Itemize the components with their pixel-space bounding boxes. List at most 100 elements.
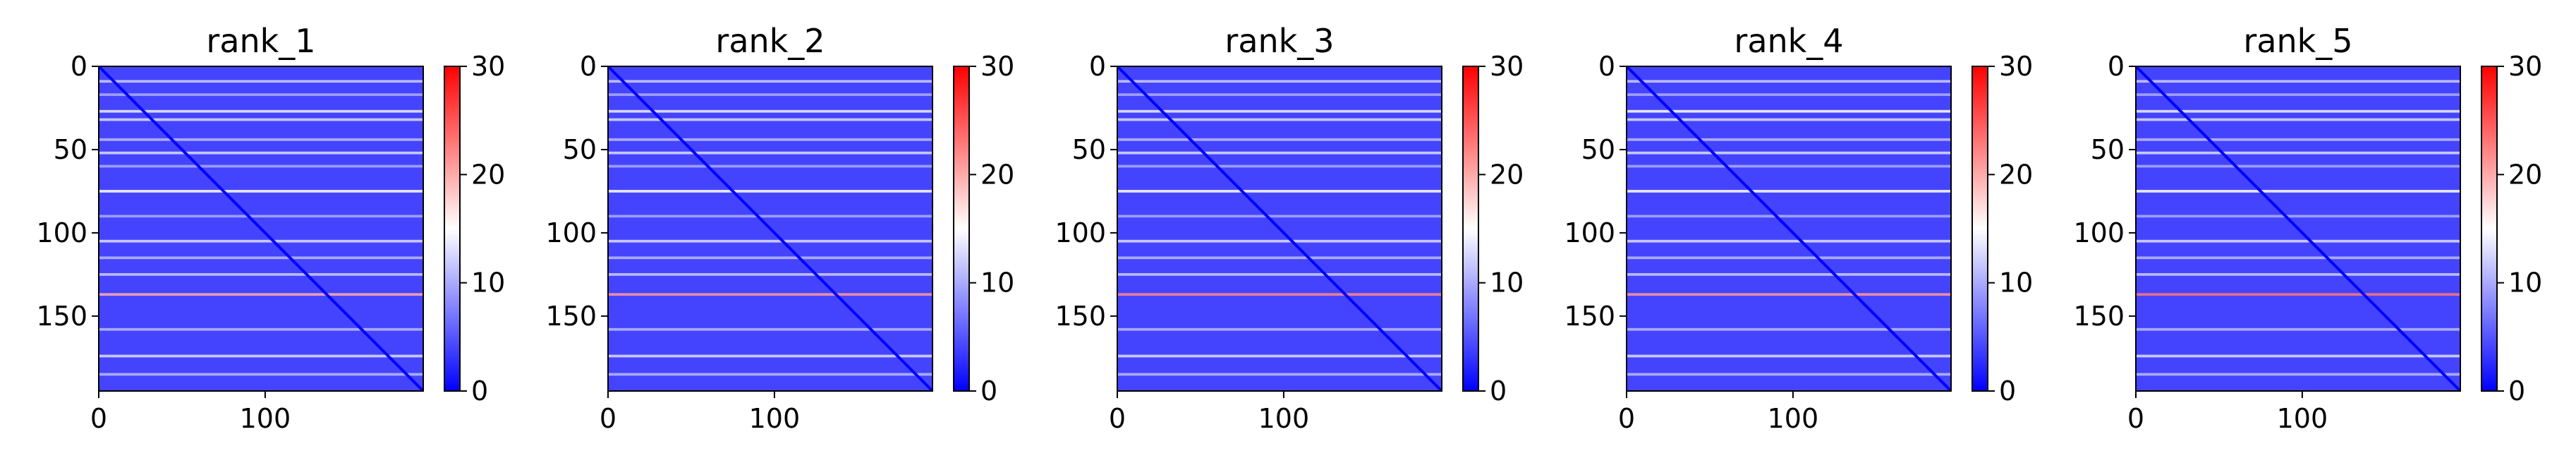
y-tick-label: 50 — [54, 134, 87, 165]
heatmap-row-band-6 — [1117, 151, 1442, 155]
heatmap-row-band-14 — [1117, 327, 1442, 331]
heatmap-row-band-2 — [1117, 93, 1442, 96]
x-tick-label: 100 — [1258, 403, 1310, 434]
heatmap-row-band-16 — [608, 373, 932, 376]
colorbar — [1972, 66, 1988, 392]
x-tick-label: 0 — [1618, 403, 1635, 434]
heatmap-row-band-7 — [1627, 164, 1951, 168]
heatmap-row-band-15 — [2136, 354, 2460, 358]
heatmap-cells — [1627, 66, 1951, 391]
axes-frame — [98, 66, 424, 392]
heatmap-row-band-5 — [2136, 138, 2460, 141]
heatmap-diagonal — [99, 66, 423, 391]
colorbar — [2481, 66, 2498, 392]
y-tick-label: 0 — [71, 51, 87, 82]
colorbar-tick-label: 10 — [471, 267, 505, 299]
colorbar-tick-label: 10 — [1490, 267, 1524, 299]
heatmap-row-band-13 — [608, 293, 932, 296]
heatmap-row-band-16 — [1117, 373, 1442, 376]
heatmap-row-band-11 — [1117, 256, 1442, 260]
heatmap-row-band-1 — [1627, 80, 1951, 83]
y-tick-label: 100 — [1055, 217, 1106, 248]
heatmap-row-band-12 — [2136, 272, 2460, 276]
heatmap-row-band-8 — [2136, 190, 2460, 193]
heatmap-row-band-14 — [608, 327, 932, 331]
heatmap-row-band-3 — [608, 109, 932, 113]
heatmap-row-band-9 — [2136, 215, 2460, 218]
colorbar-tick-label: 10 — [980, 267, 1014, 299]
colorbar-tick-label: 30 — [1490, 51, 1524, 82]
x-tick-label: 100 — [749, 403, 801, 434]
y-tick-label: 0 — [1089, 51, 1106, 82]
heatmap-row-band-10 — [99, 239, 423, 243]
heatmap-row-band-13 — [2136, 293, 2460, 296]
axes-frame — [1626, 66, 1952, 392]
heatmap-row-band-4 — [1117, 118, 1442, 121]
heatmap-cells — [99, 66, 423, 391]
y-tick-label: 0 — [1598, 51, 1615, 82]
heatmap-row-band-5 — [99, 138, 423, 141]
heatmap-row-band-1 — [2136, 80, 2460, 83]
colorbar-tick-label: 0 — [471, 375, 488, 407]
x-tick-label: 0 — [600, 403, 616, 434]
heatmap-row-band-11 — [2136, 256, 2460, 260]
heatmap-row-band-1 — [608, 80, 932, 83]
heatmap-row-band-11 — [99, 256, 423, 260]
colorbar-tick-label: 0 — [1999, 375, 2016, 407]
axes-frame — [607, 66, 933, 392]
colorbar-tick-label: 30 — [471, 51, 505, 82]
heatmap-cells — [2136, 66, 2460, 391]
heatmap-panel-5: rank_5 0 50 100 150 0 100 0 10 20 30 — [2073, 22, 2542, 434]
heatmap-row-band-8 — [608, 190, 932, 193]
colorbar-tick-label: 20 — [980, 159, 1014, 190]
heatmap-row-band-9 — [1117, 215, 1442, 218]
heatmap-row-band-4 — [2136, 118, 2460, 121]
heatmap-row-band-6 — [1627, 151, 1951, 155]
heatmap-row-band-7 — [608, 164, 932, 168]
y-tick-label: 50 — [2091, 134, 2125, 165]
y-tick-label: 100 — [2073, 217, 2125, 248]
heatmap-row-band-13 — [1117, 293, 1442, 296]
heatmap-row-band-3 — [1117, 109, 1442, 113]
heatmap-panel-2: rank_2 0 50 100 150 0 100 0 10 20 30 — [545, 22, 1014, 434]
heatmap-row-band-7 — [2136, 164, 2460, 168]
heatmap-row-band-2 — [99, 93, 423, 96]
heatmap-row-band-4 — [608, 118, 932, 121]
y-tick-label: 50 — [563, 134, 597, 165]
heatmap-row-band-15 — [608, 354, 932, 358]
heatmap-row-band-3 — [2136, 109, 2460, 113]
y-tick-label: 100 — [36, 217, 87, 248]
heatmap-row-band-16 — [1627, 373, 1951, 376]
axes-frame — [1117, 66, 1442, 392]
heatmap-row-band-9 — [99, 215, 423, 218]
heatmap-row-band-2 — [1627, 93, 1951, 96]
y-tick-label: 100 — [545, 217, 597, 248]
x-tick-label: 0 — [90, 403, 107, 434]
x-tick-label: 100 — [2277, 403, 2328, 434]
heatmap-row-band-10 — [2136, 239, 2460, 243]
y-tick-label: 100 — [1564, 217, 1615, 248]
heatmap-diagonal — [1117, 66, 1442, 391]
colorbar — [444, 66, 461, 392]
heatmap-row-band-6 — [608, 151, 932, 155]
heatmap-row-band-6 — [99, 151, 423, 155]
heatmap-row-band-4 — [1627, 118, 1951, 121]
panel-title: rank_5 — [2243, 22, 2352, 60]
heatmap-row-band-14 — [2136, 327, 2460, 331]
heatmap-row-band-1 — [99, 80, 423, 83]
heatmap-row-band-11 — [608, 256, 932, 260]
heatmap-row-band-8 — [1117, 190, 1442, 193]
y-tick-label: 0 — [580, 51, 597, 82]
y-tick-label: 150 — [1055, 301, 1106, 332]
heatmap-row-band-12 — [608, 272, 932, 276]
heatmap-row-band-12 — [99, 272, 423, 276]
heatmap-panel-3: rank_3 0 50 100 150 0 100 0 10 20 30 — [1055, 22, 1524, 434]
colorbar-tick-label: 30 — [980, 51, 1014, 82]
heatmap-cells — [1117, 66, 1442, 391]
y-tick-label: 150 — [545, 301, 597, 332]
colorbar-tick-label: 10 — [2508, 267, 2542, 299]
colorbar-tick-label: 10 — [1999, 267, 2033, 299]
heatmap-row-band-16 — [99, 373, 423, 376]
heatmap-row-band-12 — [1117, 272, 1442, 276]
